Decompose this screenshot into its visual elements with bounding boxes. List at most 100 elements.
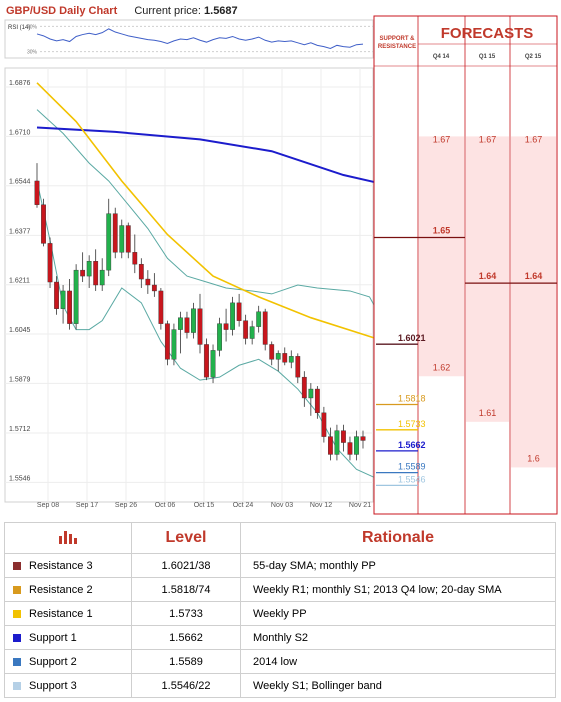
level-value: 1.6021/38 (131, 553, 241, 578)
rsi-tick-30: 30% (27, 50, 38, 56)
level-name-text: Support 3 (29, 679, 77, 692)
quarter-label: Q1 15 (479, 54, 496, 60)
x-tick-label: Sep 26 (115, 502, 137, 509)
candle-body (106, 213, 112, 271)
level-value: 1.5589 (131, 649, 241, 674)
x-tick-label: Nov 12 (310, 502, 332, 509)
forecast-value-q1: 1.67 (479, 134, 497, 144)
candle-body (269, 344, 275, 360)
forecast-value-q1: 1.64 (479, 271, 497, 281)
candle-body (275, 353, 281, 360)
candle-body (262, 311, 268, 345)
sma-mid-line (36, 82, 377, 340)
candle-body (308, 388, 314, 399)
x-tick-label: Nov 03 (271, 502, 293, 509)
bollinger-upper (36, 109, 377, 310)
level-value: 1.5818/74 (131, 577, 241, 602)
candle-body (60, 290, 66, 309)
forecast-value-q2: 1.64 (525, 271, 543, 281)
level-rationale: Weekly R1; monthly S1; 2013 Q4 low; 20-d… (240, 577, 556, 602)
y-tick-label: 1.6377 (9, 228, 31, 235)
candle-body (249, 326, 255, 339)
forecast-range-q1 (466, 136, 509, 422)
level-rationale: 2014 low (240, 649, 556, 674)
candle-body (73, 269, 79, 324)
table-row: Support 2 1.5589 2014 low (4, 649, 556, 674)
price-label: Current price: (134, 5, 201, 17)
y-tick-label: 1.6045 (9, 327, 31, 334)
level-name: Support 3 (4, 673, 132, 698)
chart-header: GBP/USD Daily Chart Current price: 1.568… (6, 5, 238, 17)
quarter-label: Q2 15 (525, 54, 542, 60)
level-value: 1.5662 (131, 625, 241, 650)
candle-body (230, 302, 235, 330)
candle-body (347, 442, 353, 455)
bar-chart-icon (59, 530, 77, 544)
x-tick-label: Oct 15 (194, 502, 215, 509)
y-tick-label: 1.5879 (9, 376, 31, 383)
candle-body (164, 323, 170, 360)
forecast-value-q2: 1.67 (525, 134, 543, 144)
table-row: Support 3 1.5546/22 Weekly S1; Bollinger b… (4, 673, 556, 698)
candle-body (34, 180, 40, 205)
sr-label-1: SUPPORT & (379, 36, 415, 42)
candle-body (341, 430, 346, 443)
candle-body (138, 263, 144, 280)
x-tick-label: Oct 24 (233, 502, 254, 509)
candle-body (256, 311, 262, 327)
candle-body (314, 388, 320, 414)
forecasts-title: FORECASTS (441, 25, 534, 42)
candle-body (132, 252, 138, 265)
level-name: Support 1 (4, 625, 132, 650)
candle-body (243, 320, 249, 339)
candle-body (80, 269, 86, 277)
candle-body (99, 269, 105, 286)
table-header-row: Level Rationale (4, 522, 556, 554)
level-name-text: Support 2 (29, 655, 77, 668)
sma-long-line (36, 126, 377, 184)
header-level: Level (131, 522, 241, 554)
level-name: Resistance 1 (4, 601, 132, 626)
gbpusd-chart: Sep 08 Sep 17 Sep 26 Oct 06 Oct 15 Oct 24 Nov … (4, 15, 558, 515)
candle-body (223, 323, 229, 330)
candle-body (282, 353, 288, 363)
forecast-range-q4 (419, 136, 464, 377)
candle-body (288, 356, 294, 363)
candle-body (354, 436, 359, 455)
candle-body (197, 308, 203, 345)
candle-body (210, 350, 216, 378)
candle-body (41, 204, 46, 244)
y-tick-label: 1.6211 (9, 278, 30, 285)
candle-body (158, 290, 164, 324)
level-name-text: Resistance 1 (29, 607, 93, 620)
candle-body (151, 284, 157, 292)
chart-title: GBP/USD Daily Chart (6, 5, 118, 17)
level-rationale: Monthly S2 (240, 625, 556, 650)
table-row: Resistance 1 1.5733 Weekly PP (4, 601, 556, 626)
forecast-range-q2 (511, 136, 556, 468)
candle-body (93, 261, 99, 286)
forecast-value-q4: 1.65 (433, 226, 451, 236)
color-swatch (13, 609, 21, 618)
level-label: 1.6021 (398, 333, 426, 343)
level-rationale: Weekly PP (240, 601, 556, 626)
y-tick-label: 1.6544 (9, 179, 31, 186)
candle-body (184, 317, 190, 333)
forecast-value-q2: 1.6 (527, 453, 540, 463)
candle-body (119, 225, 125, 253)
level-name: Support 2 (4, 649, 132, 674)
candle-body (217, 323, 222, 351)
current-price: 1.5687 (204, 5, 238, 17)
header-icon-cell (4, 522, 132, 554)
candle-body (360, 436, 366, 441)
candle-body (112, 213, 118, 253)
rsi-line (36, 28, 364, 50)
y-tick-label: 1.5546 (9, 475, 31, 482)
rsi-tick-70: 70% (27, 24, 38, 30)
y-tick-label: 1.6710 (9, 129, 31, 136)
candle-body (328, 436, 333, 455)
forecast-value-q4: 1.62 (433, 362, 451, 372)
candle-body (321, 412, 327, 437)
x-tick-label: Oct 06 (155, 502, 176, 509)
table-row: Support 1 1.5662 Monthly S2 (4, 625, 556, 650)
